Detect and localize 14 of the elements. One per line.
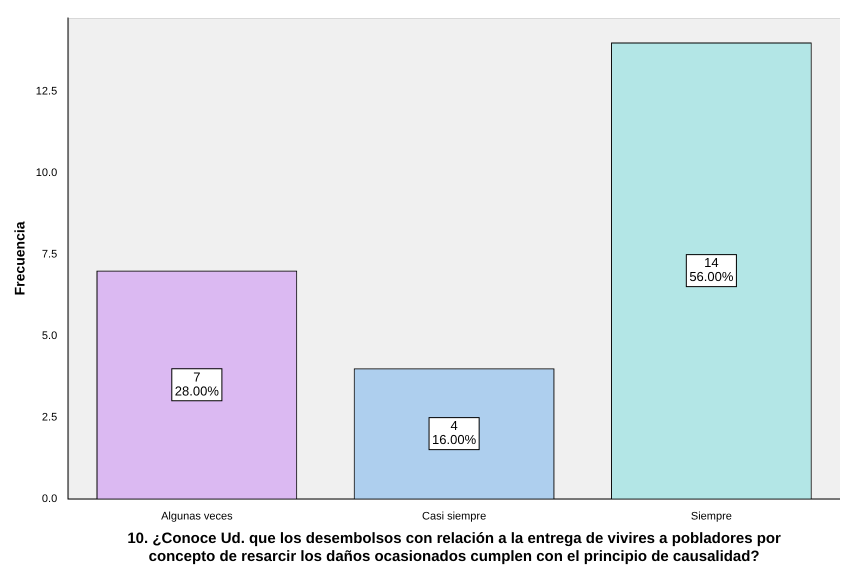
data-label: 7 28.00%	[174, 369, 220, 398]
x-tick-label: Casi siempre	[422, 510, 486, 522]
x-tick-label: Algunas veces	[161, 510, 234, 522]
y-tick-label: 12.5	[36, 85, 58, 98]
y-tick-label: 2.5	[42, 411, 58, 424]
y-tick-label: 7.5	[42, 248, 58, 260]
x-tick-label: Siempre	[690, 510, 732, 522]
data-label: 14 56.00%	[689, 255, 734, 284]
data-label: 4 16.00%	[432, 418, 477, 448]
y-tick-label: 5.0	[42, 330, 58, 342]
y-axis-title: Frecuencia	[11, 221, 28, 296]
x-axis-title: 10. ¿Conoce Ud. que los desembolsos con relación a la entrega de vivires a pobladores por concepto de resarcir los daños ocasionados cumplen con el principio de causalidad?	[127, 530, 782, 566]
y-tick-label: 10.0	[36, 166, 58, 179]
y-tick-label: 0.0	[42, 492, 58, 505]
